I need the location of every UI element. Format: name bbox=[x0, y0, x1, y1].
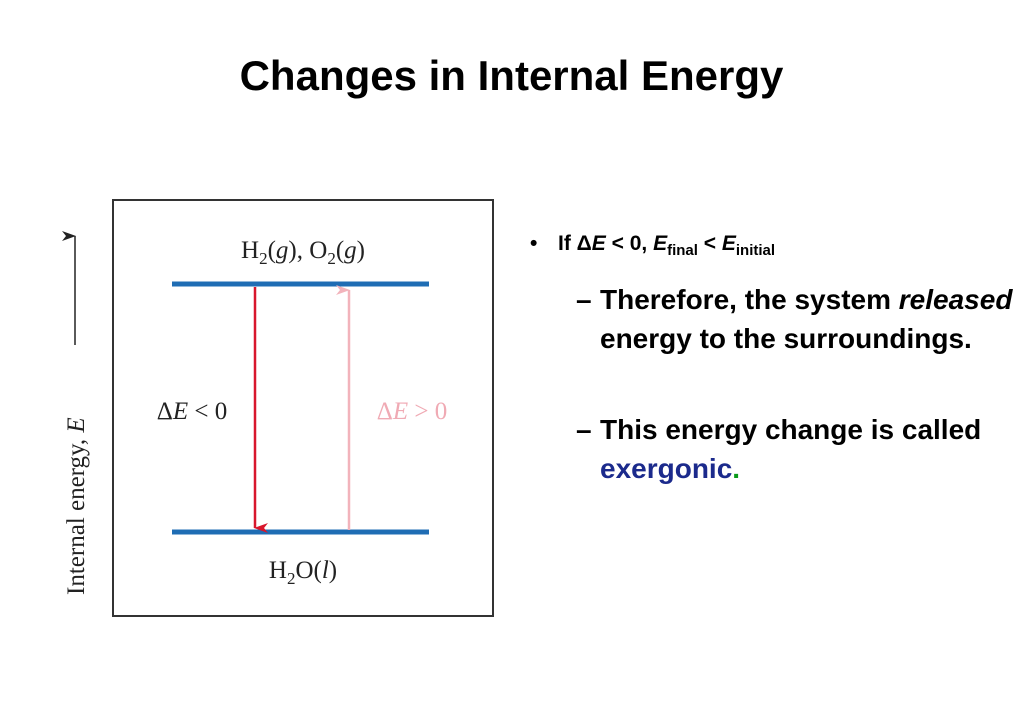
text: E bbox=[653, 232, 668, 255]
y-axis-label: Internal energy, E bbox=[63, 417, 90, 595]
text: exergonic bbox=[600, 453, 733, 484]
text: ( bbox=[268, 237, 276, 264]
frame bbox=[112, 199, 494, 617]
text: 2 bbox=[287, 569, 296, 588]
text: . bbox=[732, 453, 741, 484]
text: Therefore, the system bbox=[600, 284, 899, 315]
text: Internal energy, bbox=[63, 433, 90, 595]
text: > 0 bbox=[408, 398, 447, 425]
text: < 0 bbox=[188, 398, 227, 425]
text: released bbox=[898, 284, 1013, 315]
text: energy to the surroundings. bbox=[600, 323, 972, 354]
right-arrow-label: ΔE > 0 bbox=[377, 398, 447, 425]
text: H bbox=[241, 237, 259, 264]
text: Δ bbox=[576, 232, 592, 255]
marker: – bbox=[576, 414, 592, 445]
marker: • bbox=[530, 232, 538, 255]
text: Δ bbox=[157, 398, 173, 425]
text: H bbox=[269, 557, 287, 584]
title: Changes in Internal Energy bbox=[239, 52, 784, 99]
text: initial bbox=[735, 242, 776, 260]
top-level-label: H2(g), O2(g) bbox=[241, 237, 365, 268]
bullet: • If ΔE < 0, Efinal < Einitial bbox=[530, 232, 775, 259]
text: E bbox=[63, 417, 90, 433]
text: If bbox=[558, 232, 577, 255]
text: g bbox=[344, 237, 357, 264]
text: E bbox=[172, 398, 188, 425]
text: E bbox=[392, 398, 408, 425]
text: This energy change is called bbox=[600, 414, 982, 445]
text: O( bbox=[295, 557, 321, 584]
text: ) bbox=[329, 557, 337, 584]
subbullet: – This energy change is called exergonic. bbox=[576, 410, 1018, 488]
text: ) bbox=[357, 237, 365, 264]
text: < bbox=[697, 232, 722, 255]
text: ), O bbox=[288, 237, 327, 264]
bottom-level-label: H2O(l) bbox=[269, 557, 337, 588]
subbullet: – Therefore, the system released energy t… bbox=[576, 280, 1018, 358]
text: l bbox=[322, 557, 329, 584]
left-arrow-label: ΔE < 0 bbox=[157, 398, 227, 425]
text: final bbox=[667, 242, 698, 260]
text: ( bbox=[336, 237, 344, 264]
text: E bbox=[591, 232, 606, 255]
text: 2 bbox=[327, 249, 336, 268]
text: g bbox=[276, 237, 289, 264]
text: 2 bbox=[259, 249, 268, 268]
text: E bbox=[721, 232, 736, 255]
text: Δ bbox=[377, 398, 393, 425]
marker: – bbox=[576, 284, 592, 315]
text: < 0, bbox=[605, 232, 654, 255]
